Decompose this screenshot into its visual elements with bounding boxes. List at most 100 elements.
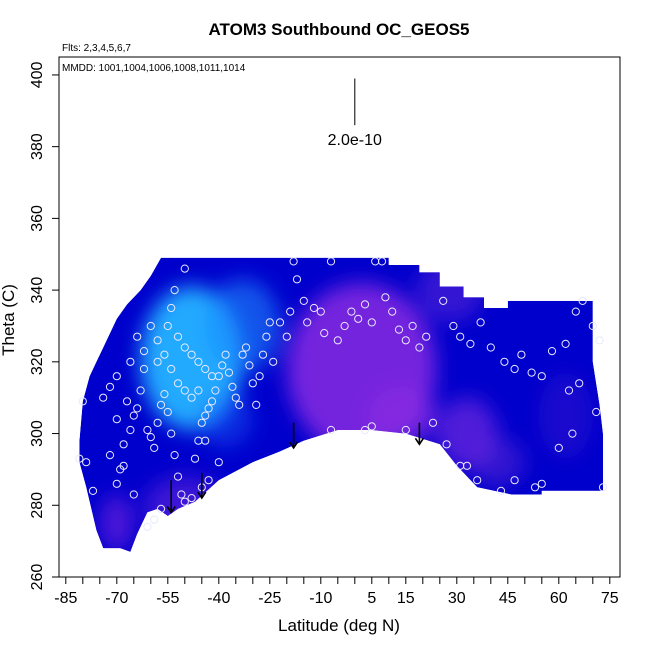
data-point [320, 329, 329, 338]
data-point [367, 422, 376, 431]
data-point [286, 307, 295, 316]
data-point [592, 407, 601, 417]
data-point [99, 393, 108, 402]
data-point [207, 372, 217, 381]
data-point [207, 397, 217, 406]
data-point [133, 332, 142, 341]
data-point [153, 336, 162, 345]
data-point [360, 300, 370, 309]
data-point [177, 490, 186, 499]
data-point [163, 407, 172, 417]
data-point [173, 472, 183, 481]
data-point [326, 425, 336, 435]
data-point [156, 400, 166, 409]
data-point [167, 429, 176, 438]
data-point [180, 497, 189, 506]
data-point [88, 486, 98, 495]
data-point [187, 393, 196, 402]
field-hotspot [99, 494, 134, 552]
data-point [133, 404, 142, 413]
scale-label: 2.0e-10 [328, 132, 382, 149]
data-point [112, 479, 121, 488]
data-point [530, 483, 540, 492]
data-point [105, 382, 115, 391]
x-tick-label: -10 [309, 590, 332, 607]
x-tick-label: -55 [156, 590, 179, 607]
data-point [160, 350, 169, 359]
data-point [245, 361, 254, 370]
data-point [126, 357, 135, 366]
y-tick-label: 280 [29, 492, 46, 519]
field-hotspot [205, 279, 280, 373]
chart-flights-subtitle: Flts: 2,3,4,5,6,7 [62, 43, 131, 54]
data-point [269, 357, 278, 366]
data-point [241, 343, 251, 352]
data-point [486, 343, 495, 352]
data-point [377, 257, 387, 266]
data-point [598, 483, 608, 492]
data-point [265, 318, 274, 327]
data-point [160, 390, 169, 399]
data-point [258, 350, 268, 359]
y-tick-label: 300 [29, 420, 46, 447]
data-point [126, 425, 135, 435]
data-point [78, 397, 87, 406]
data-point [340, 321, 349, 331]
data-point [231, 393, 240, 402]
field-hotspot [538, 372, 593, 459]
y-tick-label: 380 [29, 133, 46, 160]
data-point [146, 321, 155, 331]
data-point [303, 318, 312, 327]
y-axis-label: Theta (C) [0, 284, 18, 356]
data-point [204, 476, 213, 485]
data-point [214, 458, 223, 467]
chart-dates-subtitle: MMDD: 1001,1004,1006,1008,1011,1014 [62, 63, 246, 74]
data-point [547, 347, 557, 356]
data-point [262, 332, 271, 341]
data-point [180, 264, 189, 273]
data-point [428, 418, 438, 427]
data-point [146, 433, 155, 442]
data-point [292, 275, 302, 284]
data-point [170, 451, 179, 460]
data-point [354, 314, 363, 323]
data-point [173, 332, 183, 341]
data-point [180, 343, 189, 352]
data-point [201, 436, 210, 445]
data-point [139, 347, 149, 356]
x-axis: -85 -70 -55 -40 -25 -10 5 15 30 45 60 75 [54, 577, 619, 607]
data-point [568, 429, 577, 438]
data-point [299, 296, 308, 305]
data-point [82, 458, 91, 467]
data-point [156, 504, 166, 513]
arrow-marker [166, 480, 176, 514]
data-point [456, 332, 465, 341]
data-point [112, 415, 121, 424]
y-tick-label: 320 [29, 348, 46, 375]
points [75, 257, 608, 531]
data-point [381, 293, 390, 302]
data-point [235, 400, 244, 409]
data-point [588, 321, 597, 331]
data-point [75, 454, 84, 463]
x-tick-label: 5 [367, 590, 376, 607]
data-point [401, 425, 410, 435]
x-tick-label: -40 [207, 590, 230, 607]
data-point [221, 350, 230, 359]
data-point [167, 303, 176, 313]
data-point [394, 325, 404, 334]
data-point [347, 307, 356, 316]
data-point [204, 404, 213, 413]
data-point [466, 339, 475, 348]
data-point [415, 343, 424, 352]
data-point [122, 397, 132, 406]
data-point [187, 350, 196, 359]
x-tick-label: 60 [550, 590, 568, 607]
y-tick-label: 400 [29, 61, 46, 88]
data-point [275, 318, 285, 327]
data-point [136, 386, 145, 395]
data-point [129, 411, 138, 420]
data-point [439, 296, 448, 305]
data-point [228, 382, 237, 391]
data-point [537, 372, 546, 381]
